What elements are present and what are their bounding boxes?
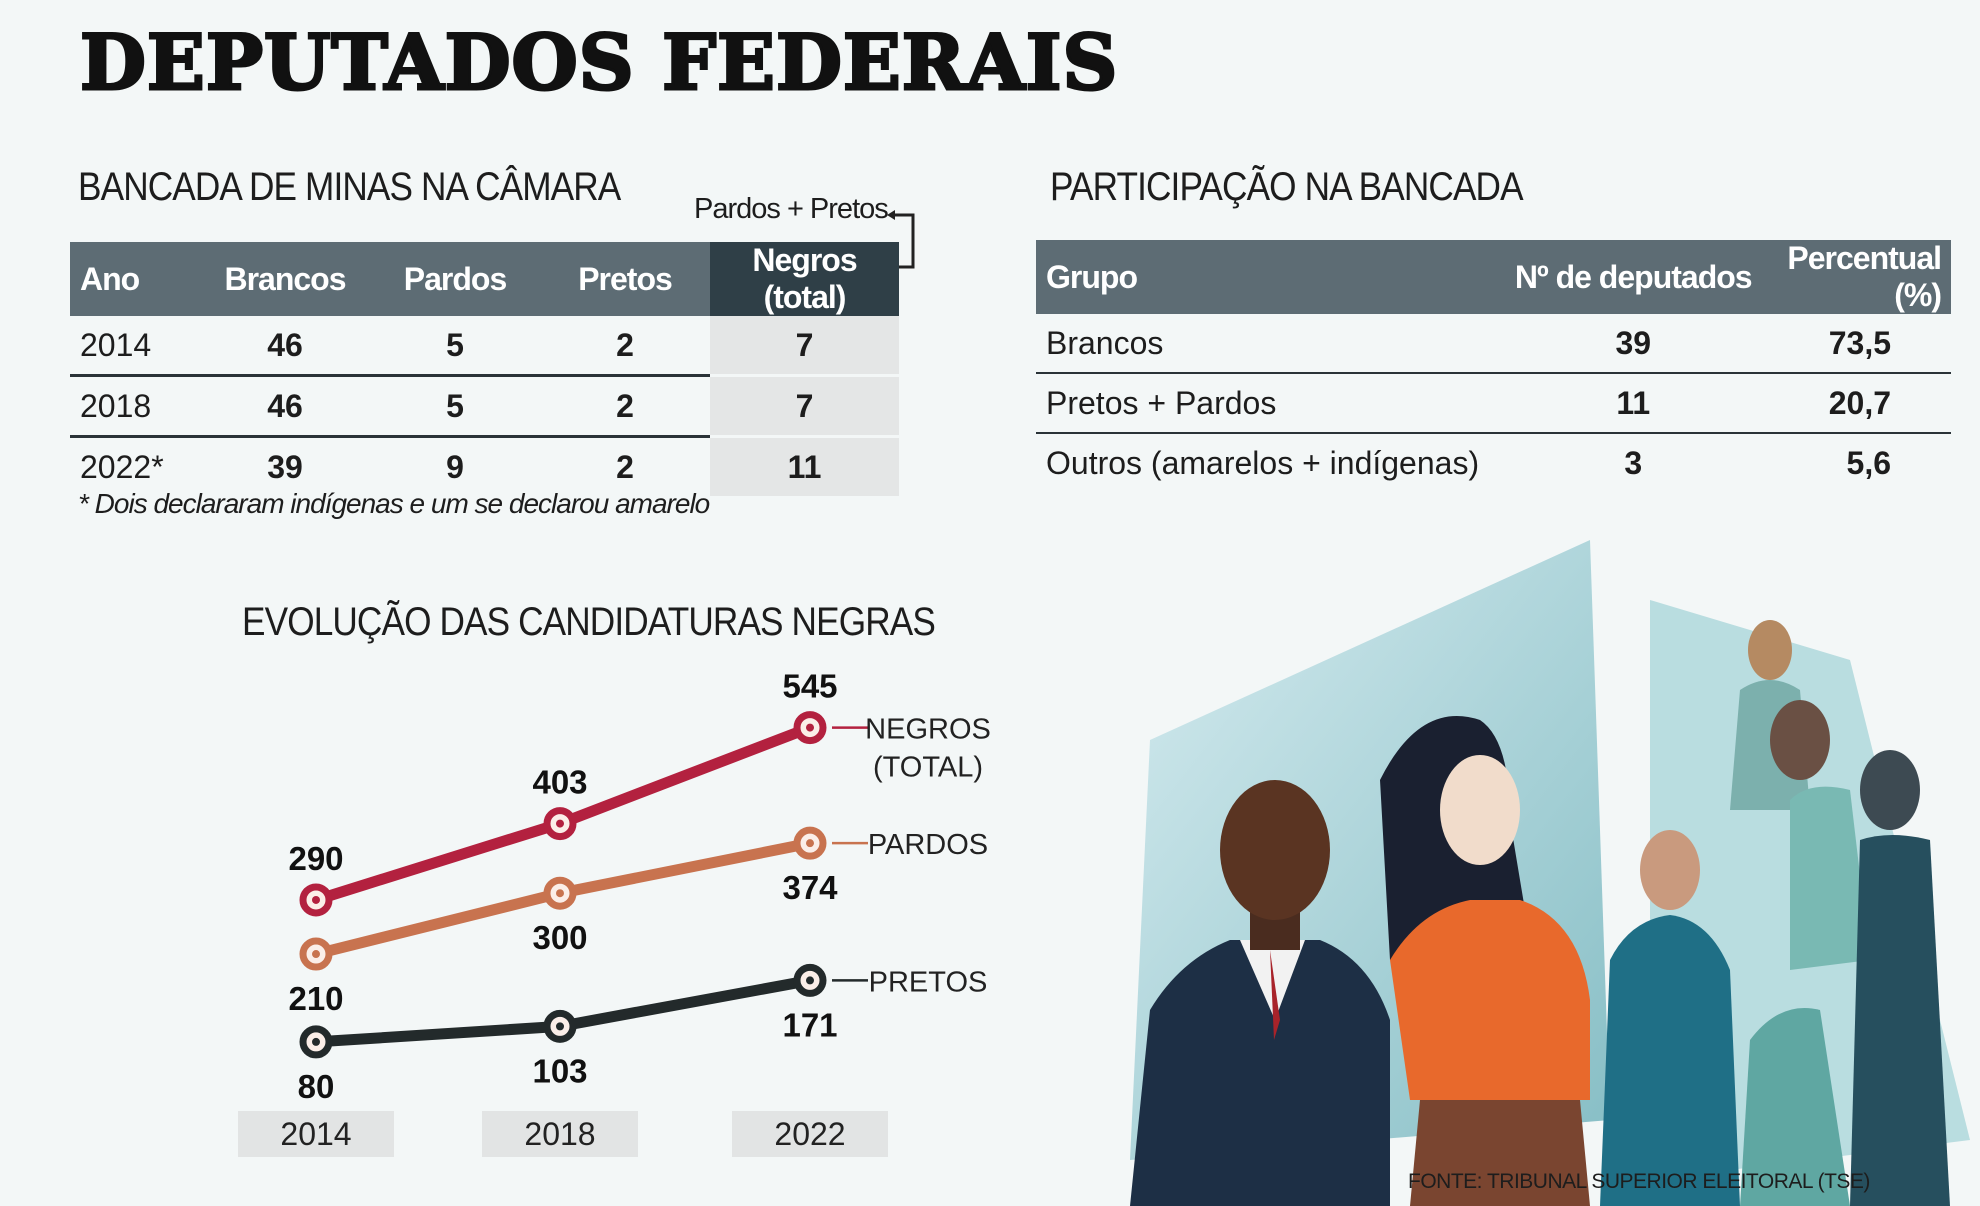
cell-brancos: 46	[200, 316, 370, 377]
bancada-heading: BANCADA DE MINAS NA CÂMARA	[78, 165, 621, 209]
participacao-table: Grupo Nº de deputados Percentual (%) Bra…	[1036, 240, 1951, 492]
cell-negros: 11	[710, 436, 899, 499]
page-title: DEPUTADOS FEDERAIS	[78, 17, 1119, 109]
col-grupo: Grupo	[1036, 240, 1490, 314]
cell-negros: 7	[710, 316, 899, 377]
legend-label: (TOTAL)	[873, 752, 983, 784]
col-negros: Negros (total)	[710, 242, 899, 316]
cell-ano: 2014	[70, 316, 200, 377]
col-pardos: Pardos	[370, 242, 540, 316]
data-point-center	[806, 723, 814, 732]
cell-grupo: Pretos + Pardos	[1036, 373, 1490, 434]
data-label: 290	[288, 840, 343, 877]
table-row: Outros (amarelos + indígenas) 3 5,6	[1036, 433, 1951, 492]
data-point-center	[312, 895, 320, 904]
data-point-center	[556, 889, 564, 898]
cell-ano: 2018	[70, 375, 200, 438]
cell-negros: 7	[710, 375, 899, 438]
x-tick-box	[238, 1111, 394, 1157]
x-tick-box	[482, 1111, 638, 1157]
cell-brancos: 46	[200, 375, 370, 438]
x-tick-box	[732, 1111, 888, 1157]
cell-ano: 2022*	[80, 449, 164, 486]
cell-grupo: Outros (amarelos + indígenas)	[1046, 444, 1480, 481]
data-label: 210	[288, 980, 343, 1017]
cell-deputados: 11	[1489, 373, 1778, 434]
data-label: 300	[532, 919, 587, 956]
data-label: 374	[782, 869, 838, 906]
data-point-center	[312, 950, 320, 959]
data-point-center	[806, 976, 814, 985]
x-tick-label: 2014	[280, 1116, 351, 1152]
table-row: Brancos 39 73,5	[1036, 314, 1951, 374]
table-row: Pretos + Pardos 11 20,7	[1036, 373, 1951, 434]
cell-deputados: 3	[1624, 444, 1643, 481]
col-brancos: Brancos	[200, 242, 370, 316]
data-label: 403	[532, 764, 587, 801]
legend-label: PRETOS	[869, 966, 988, 998]
footnote: * Dois declararam indígenas e um se decl…	[78, 488, 710, 519]
participacao-heading: PARTICIPAÇÃO NA BANCADA	[1050, 165, 1524, 209]
people-illustration	[1130, 540, 1970, 1206]
col-pretos: Pretos	[540, 242, 710, 316]
cell-deputados: 39	[1489, 314, 1778, 374]
data-point-center	[806, 839, 814, 848]
cell-pardos: 5	[370, 316, 540, 377]
cell-percentual: 5,6	[1846, 444, 1891, 481]
chart-title: EVOLUÇÃO DAS CANDIDATURAS NEGRAS	[242, 600, 936, 644]
cell-percentual: 20,7	[1777, 373, 1951, 434]
table-header-row: Grupo Nº de deputados Percentual (%)	[1036, 240, 1951, 314]
x-tick-label: 2018	[524, 1116, 595, 1152]
table-header-row: Ano Brancos Pardos Pretos Negros (total)	[70, 242, 899, 316]
table-row: 2022* 39 9 2 11	[70, 436, 899, 499]
data-point-center	[556, 819, 564, 828]
bancada-table: Ano Brancos Pardos Pretos Negros (total)…	[70, 242, 899, 499]
cell-pardos: 5	[370, 375, 540, 438]
table-row: 2018 46 5 2 7	[70, 375, 899, 438]
x-tick-label: 2022	[774, 1116, 845, 1152]
line-chart: 2014 2018 2022 290 403 545 NEGROS (TOTAL) 210 300…	[238, 668, 991, 1157]
data-label: 545	[782, 668, 837, 705]
cell-pretos: 2	[540, 375, 710, 438]
data-label: 80	[298, 1068, 335, 1105]
cell-percentual: 73,5	[1777, 314, 1951, 374]
cell-grupo: Brancos	[1036, 314, 1490, 374]
data-point-center	[312, 1037, 320, 1046]
col-percentual: Percentual (%)	[1777, 240, 1951, 314]
cell-pretos: 2	[616, 449, 634, 486]
bracket-arrow-icon	[887, 210, 915, 269]
col-deputados: Nº de deputados	[1489, 240, 1778, 314]
table-row: 2014 46 5 2 7	[70, 316, 899, 377]
data-point-center	[556, 1022, 564, 1031]
source-note: FONTE: TRIBUNAL SUPERIOR ELEITORAL (TSE)	[1408, 1170, 1870, 1193]
data-label: 171	[782, 1006, 837, 1043]
cell-pretos: 2	[540, 316, 710, 377]
col-ano: Ano	[70, 242, 200, 316]
legend-label: PARDOS	[868, 829, 988, 861]
cell-pardos: 9	[446, 449, 464, 486]
data-label: 103	[532, 1052, 587, 1089]
pardos-pretos-annotation: Pardos + Pretos	[694, 193, 889, 225]
cell-brancos: 39	[267, 449, 303, 486]
legend-label: NEGROS	[865, 714, 991, 746]
